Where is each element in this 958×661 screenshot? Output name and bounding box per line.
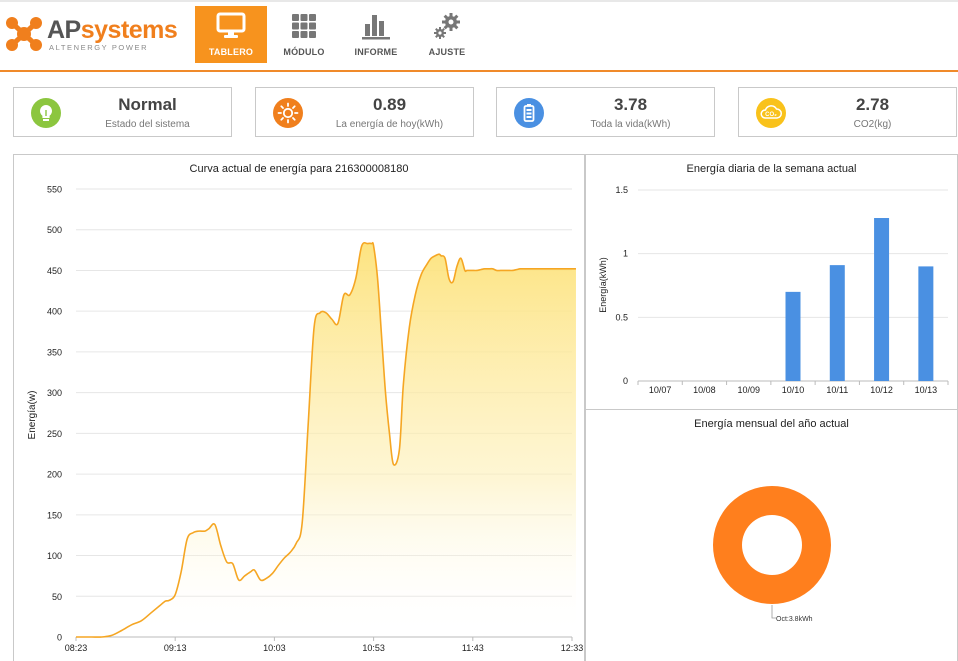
bar-10-12[interactable] [874, 218, 890, 381]
bar-ytick-label: 0 [623, 376, 628, 386]
nav-tab-tablero[interactable]: TABLERO [195, 6, 267, 63]
logo-tagline: ALTENERGY POWER [49, 43, 149, 52]
stat-card-co2: CO₂ 2.78 CO2(kg) [738, 87, 957, 137]
nav-label-tablero: TABLERO [208, 47, 254, 57]
lightbulb-icon [31, 98, 61, 128]
monthly-energy-chart[interactable]: Oct:3.8kWh [586, 410, 958, 661]
battery-icon [514, 98, 544, 128]
nav-label-ajuste: AJUSTE [428, 47, 466, 57]
bar-xtick-label: 10/09 [737, 385, 760, 395]
stat-card-lifetime-energy: 3.78 Toda la vida(kWh) [496, 87, 715, 137]
energy-curve-title: Curva actual de energía para 21630000818… [189, 163, 409, 175]
bar-xtick-label: 10/08 [693, 385, 716, 395]
weekly-energy-panel: Energía diaria de la semana actual 0 0.5 1… [585, 154, 958, 410]
curve-xtick-label: 11:43 [462, 643, 484, 653]
energy-curve-panel: Curva actual de energía para 21630000818… [13, 154, 585, 661]
today-energy-label: La energía de hoy(kWh) [335, 119, 444, 130]
monthly-energy-panel: Energía mensual del año actual Oct:3.8kW… [585, 409, 958, 661]
logo-systems: systems [80, 16, 178, 44]
co2-value: 2.78 [855, 95, 890, 114]
monitor-icon [216, 12, 246, 38]
curve-xtick-label: 10:53 [362, 643, 385, 653]
nav-label-informe: INFORME [354, 47, 398, 57]
today-energy-value: 0.89 [372, 95, 407, 114]
nav-tab-ajuste[interactable]: AJUSTE [411, 6, 483, 63]
bar-xtick-label: 10/10 [782, 385, 805, 395]
curve-xtick-label: 08:23 [65, 643, 88, 653]
logo-mark-icon [6, 17, 42, 51]
bar-10-11[interactable] [829, 265, 845, 381]
nav-tab-modulo[interactable]: MÓDULO [268, 6, 340, 63]
logo-text: APsystems [47, 16, 178, 45]
bar-xtick-label: 10/13 [915, 385, 938, 395]
top-border [0, 0, 958, 2]
donut-label-leader [771, 605, 776, 619]
curve-ytick-label: 200 [47, 470, 62, 480]
curve-ytick-label: 300 [47, 388, 62, 398]
system-status-value: Normal [118, 95, 177, 114]
monthly-energy-title: Energía mensual del año actual [694, 418, 849, 430]
nav-label-modulo: MÓDULO [283, 47, 325, 57]
curve-ytick-label: 350 [47, 347, 62, 357]
bar-ytick-label: 1.5 [615, 185, 628, 195]
energy-curve-chart[interactable]: 0 50 100 150 200 250 300 350 400 450 500 550 08:23 0… [14, 155, 584, 661]
top-header: APsystems ALTENERGY POWER TABLERO MÓDULO [0, 0, 958, 72]
co2-icon: CO₂ [756, 98, 786, 128]
svg-text:CO₂: CO₂ [765, 112, 777, 118]
bar-chart-icon [362, 15, 390, 40]
bar-xtick-label: 10/11 [826, 385, 848, 395]
bar-xtick-label: 10/07 [649, 385, 672, 395]
lifetime-energy-value: 3.78 [613, 95, 648, 114]
bar-ytick-label: 1 [623, 249, 628, 259]
bar-10-10[interactable] [785, 291, 801, 381]
curve-xtick-label: 09:13 [164, 643, 187, 653]
curve-ytick-label: 500 [47, 225, 62, 235]
grid-icon [292, 14, 316, 38]
stat-card-today-energy: 0.89 La energía de hoy(kWh) [255, 87, 474, 137]
weekly-energy-ylabel: Energía(kWh) [598, 257, 608, 313]
stat-card-system-status: Normal Estado del sistema [13, 87, 232, 137]
curve-xtick-label: 10:03 [263, 643, 286, 653]
curve-ytick-label: 450 [47, 266, 62, 276]
curve-ytick-label: 250 [47, 429, 62, 439]
apsystems-logo[interactable]: APsystems ALTENERGY POWER [4, 12, 178, 56]
curve-ytick-label: 550 [47, 185, 62, 195]
curve-ytick-label: 50 [52, 592, 62, 602]
weekly-energy-chart[interactable]: 0 0.5 1 1.5 10/07 10/08 10/09 10/10 10/11 10/12 1… [586, 155, 958, 410]
curve-ytick-label: 150 [47, 510, 62, 520]
gears-icon [434, 13, 460, 39]
nav-tab-informe[interactable]: INFORME [340, 6, 412, 63]
curve-ytick-label: 0 [57, 633, 62, 643]
weekly-energy-title: Energía diaria de la semana actual [686, 163, 857, 175]
curve-xtick-label: 12:33 [561, 643, 584, 653]
co2-label: CO2(kg) [853, 119, 892, 130]
donut-slice-0[interactable] [713, 486, 831, 604]
sun-icon [273, 98, 303, 128]
donut-slice-label: Oct:3.8kWh [776, 616, 813, 623]
energy-curve-area [76, 242, 576, 638]
curve-ytick-label: 100 [47, 551, 62, 561]
bar-xtick-label: 10/12 [870, 385, 893, 395]
lifetime-energy-label: Toda la vida(kWh) [590, 119, 671, 130]
logo-ap: AP [47, 16, 81, 44]
bar-10-13[interactable] [918, 266, 934, 381]
energy-curve-line [76, 241, 576, 638]
bar-ytick-label: 0.5 [615, 312, 628, 322]
curve-ytick-label: 400 [47, 307, 62, 317]
system-status-label: Estado del sistema [105, 119, 190, 130]
energy-curve-ylabel: Energía(w) [27, 391, 38, 440]
